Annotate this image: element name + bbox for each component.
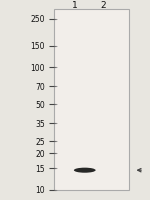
Text: 35: 35 bbox=[35, 119, 45, 128]
Text: 100: 100 bbox=[30, 64, 45, 73]
Text: 2: 2 bbox=[101, 1, 106, 9]
Text: 25: 25 bbox=[35, 137, 45, 146]
Text: 150: 150 bbox=[30, 42, 45, 51]
Text: 10: 10 bbox=[35, 186, 45, 194]
Bar bbox=[54, 10, 129, 190]
Text: 50: 50 bbox=[35, 100, 45, 109]
Text: 15: 15 bbox=[35, 164, 45, 173]
Text: 20: 20 bbox=[35, 149, 45, 158]
Text: 70: 70 bbox=[35, 83, 45, 91]
Text: 1: 1 bbox=[72, 1, 78, 9]
Text: 250: 250 bbox=[30, 15, 45, 24]
Ellipse shape bbox=[74, 168, 96, 173]
